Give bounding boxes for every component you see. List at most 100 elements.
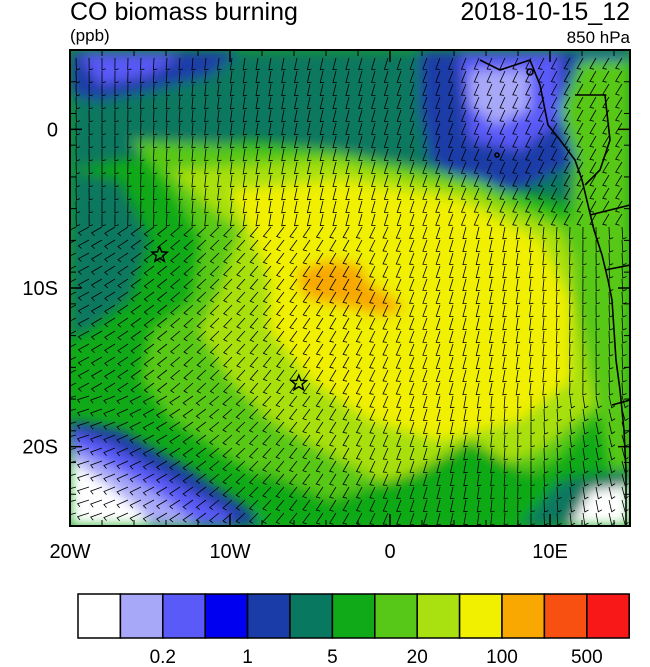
- wind-barb: [196, 369, 207, 381]
- wind-barb: [293, 187, 299, 201]
- wind-barb: [556, 421, 562, 435]
- wind-barb: [355, 356, 363, 369]
- wind-barb: [170, 330, 181, 342]
- wind-barb: [460, 57, 467, 70]
- colorbar-label: 5: [327, 647, 338, 667]
- wind-barb: [369, 421, 376, 434]
- wind-barb: [475, 330, 481, 344]
- wind-barb: [448, 96, 454, 109]
- wind-barb: [242, 187, 248, 201]
- colorbar-swatch: [374, 593, 418, 639]
- wind-barb: [223, 369, 233, 381]
- wind-barb: [369, 317, 376, 330]
- wind-barb: [329, 330, 337, 343]
- wind-barb: [222, 499, 233, 511]
- wind-barb: [490, 512, 495, 526]
- wind-barb: [555, 291, 561, 305]
- wind-barb: [525, 122, 532, 135]
- wind-barb: [486, 57, 493, 70]
- wind-barb: [281, 213, 286, 227]
- wind-barb: [223, 304, 233, 316]
- wind-barb: [204, 200, 209, 214]
- wind-barb: [396, 213, 402, 226]
- wind-barb: [409, 421, 415, 434]
- wind-barb: [262, 447, 272, 459]
- wind-barb: [449, 460, 455, 474]
- wind-barb: [396, 421, 402, 434]
- wind-barb: [329, 265, 337, 278]
- wind-barb: [222, 447, 233, 459]
- wind-barb: [371, 109, 376, 122]
- wind-barb: [448, 317, 454, 330]
- wind-barb: [602, 187, 610, 200]
- wind-barb: [608, 486, 616, 500]
- wind-barb: [88, 96, 94, 110]
- wind-barb: [117, 369, 129, 380]
- wind-barb: [436, 395, 441, 409]
- wind-barb: [114, 148, 119, 162]
- wind-barb: [117, 265, 129, 276]
- wind-barb: [502, 239, 507, 253]
- wind-barb: [129, 499, 142, 509]
- wind-barb: [525, 83, 532, 96]
- wind-barb: [382, 486, 389, 499]
- wind-barb: [621, 278, 627, 292]
- wind-barb: [156, 434, 168, 445]
- wind-barb: [395, 317, 402, 330]
- wind-barb: [209, 265, 220, 277]
- wind-barb: [88, 187, 94, 201]
- wind-barb: [319, 83, 325, 97]
- wind-barb: [502, 330, 507, 344]
- wind-barb: [275, 447, 285, 460]
- wind-barb: [289, 304, 298, 317]
- wind-barb: [383, 83, 389, 96]
- wind-barb: [204, 161, 209, 175]
- wind-barb: [75, 70, 81, 84]
- wind-barb: [576, 96, 584, 109]
- wind-barb: [530, 474, 535, 487]
- wind-barb: [142, 512, 155, 522]
- wind-barb: [70, 317, 77, 322]
- wind-barb: [582, 512, 589, 526]
- wind-barb: [229, 135, 235, 149]
- wind-barb: [103, 421, 116, 430]
- wind-barb: [345, 83, 350, 97]
- wind-barb: [517, 408, 522, 422]
- wind-barb: [550, 213, 558, 226]
- wind-barb: [129, 486, 142, 496]
- wind-barb: [104, 291, 116, 302]
- co-concentration-field: [70, 50, 630, 526]
- wind-barb: [178, 83, 183, 97]
- wind-barb: [342, 356, 350, 369]
- station-star-icon: [150, 244, 170, 263]
- wind-barb: [183, 304, 194, 316]
- wind-barb: [502, 343, 507, 357]
- wind-barb: [358, 174, 363, 187]
- wind-barb: [595, 499, 602, 513]
- wind-barb: [281, 135, 286, 149]
- wind-barb: [315, 447, 324, 460]
- wind-barb: [473, 96, 480, 109]
- wind-barb: [217, 57, 222, 71]
- wind-barb: [563, 174, 571, 187]
- wind-barb: [345, 57, 350, 71]
- wind-barb: [409, 200, 415, 213]
- wind-barb: [329, 369, 337, 382]
- wind-barb: [209, 330, 220, 342]
- wind-barb: [217, 109, 222, 123]
- wind-barb: [358, 135, 363, 148]
- wind-barb: [409, 96, 415, 109]
- wind-barb: [448, 252, 454, 265]
- wind-barb: [130, 317, 142, 328]
- wind-barb: [422, 109, 428, 122]
- wind-barb: [589, 122, 597, 135]
- wind-barb: [242, 96, 248, 110]
- wind-barb: [396, 70, 402, 83]
- wind-barb: [276, 369, 285, 382]
- wind-barb: [236, 369, 246, 381]
- wind-barb: [117, 252, 129, 263]
- wind-barb: [209, 460, 220, 472]
- wind-barb: [195, 434, 207, 445]
- wind-barb: [422, 304, 428, 317]
- wind-barb: [422, 460, 428, 473]
